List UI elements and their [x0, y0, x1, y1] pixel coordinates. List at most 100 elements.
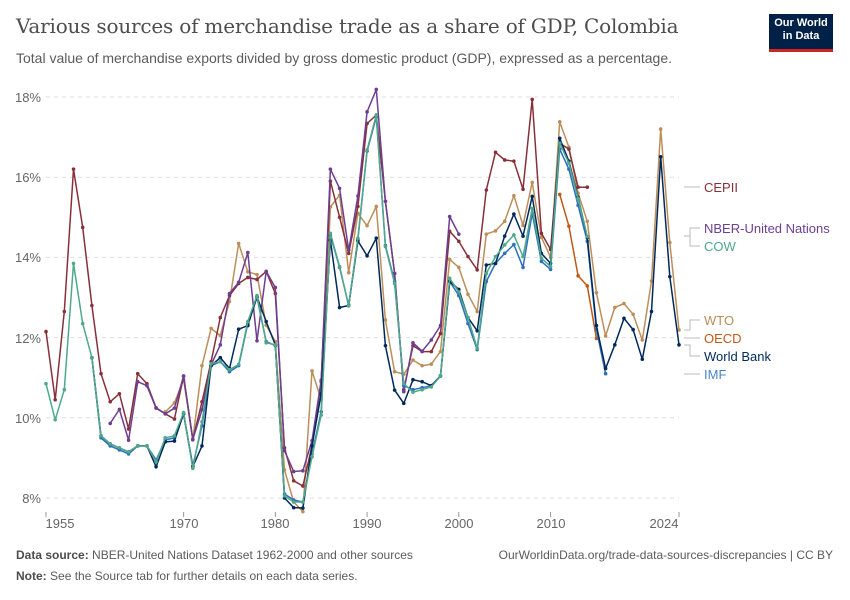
data-point-cepii[interactable] — [346, 251, 351, 256]
data-point-cow[interactable] — [172, 434, 177, 438]
data-point-nber-united-nations[interactable] — [255, 339, 259, 343]
data-point-wto[interactable] — [530, 180, 535, 185]
data-point-wto[interactable] — [374, 204, 379, 209]
data-point-cepii[interactable] — [585, 185, 590, 190]
data-point-wto[interactable] — [668, 240, 672, 245]
data-point-nber-united-nations[interactable] — [264, 269, 268, 274]
data-point-wto[interactable] — [392, 369, 397, 374]
data-point-world-bank[interactable] — [612, 343, 617, 347]
legend-cepii[interactable]: CEPII — [704, 180, 738, 195]
data-point-wto[interactable] — [411, 358, 415, 362]
data-point-cow[interactable] — [181, 410, 186, 415]
data-point-wto[interactable] — [677, 328, 681, 332]
data-point-cow[interactable] — [301, 500, 305, 504]
data-point-cepii[interactable] — [530, 97, 535, 102]
data-point-cepii[interactable] — [246, 275, 250, 280]
series-line-cow[interactable] — [45, 114, 589, 503]
legend-cow[interactable]: COW — [704, 239, 737, 254]
data-point-cow[interactable] — [200, 420, 204, 424]
data-point-cow[interactable] — [62, 387, 67, 392]
data-point-cow[interactable] — [420, 387, 424, 392]
data-point-cepii[interactable] — [429, 349, 434, 354]
data-point-world-bank[interactable] — [154, 464, 158, 469]
data-point-imf[interactable] — [539, 259, 544, 264]
data-point-nber-united-nations[interactable] — [108, 421, 113, 426]
data-point-wto[interactable] — [502, 219, 507, 224]
data-point-cow[interactable] — [227, 367, 232, 372]
series-line-wto[interactable] — [164, 121, 680, 513]
data-point-cepii[interactable] — [117, 391, 122, 396]
data-point-cepii[interactable] — [62, 309, 67, 314]
data-point-wto[interactable] — [420, 363, 424, 368]
data-point-cow[interactable] — [90, 355, 94, 360]
data-point-wto[interactable] — [649, 279, 654, 283]
data-point-nber-united-nations[interactable] — [117, 407, 122, 412]
data-point-wto[interactable] — [310, 369, 314, 373]
data-point-imf[interactable] — [603, 371, 608, 376]
data-point-nber-united-nations[interactable] — [291, 469, 296, 474]
data-point-wto[interactable] — [612, 305, 617, 310]
data-point-cepii[interactable] — [484, 188, 489, 192]
data-point-wto[interactable] — [631, 312, 635, 317]
owid-logo[interactable]: Our World in Data — [769, 14, 833, 52]
data-point-nber-united-nations[interactable] — [246, 250, 250, 255]
series-imf[interactable] — [90, 115, 608, 504]
data-point-cow[interactable] — [539, 256, 544, 261]
data-point-cepii[interactable] — [44, 329, 48, 334]
data-point-cow[interactable] — [447, 276, 452, 281]
data-point-cow[interactable] — [282, 494, 287, 498]
data-point-cepii[interactable] — [301, 484, 305, 488]
data-point-world-bank[interactable] — [365, 253, 369, 258]
data-point-nber-united-nations[interactable] — [190, 437, 195, 442]
data-point-cow[interactable] — [457, 290, 461, 294]
data-point-wto[interactable] — [447, 257, 452, 262]
data-point-cow[interactable] — [80, 321, 85, 326]
data-point-cow[interactable] — [567, 161, 571, 165]
data-point-wto[interactable] — [484, 232, 489, 236]
data-point-world-bank[interactable] — [530, 194, 535, 199]
data-point-world-bank[interactable] — [291, 505, 296, 510]
data-point-world-bank[interactable] — [200, 444, 204, 448]
data-point-wto[interactable] — [466, 292, 470, 297]
data-point-world-bank[interactable] — [218, 355, 223, 360]
data-point-nber-united-nations[interactable] — [135, 379, 140, 384]
data-point-wto[interactable] — [346, 270, 351, 275]
data-point-nber-united-nations[interactable] — [429, 338, 434, 342]
data-point-cow[interactable] — [291, 500, 296, 504]
data-point-wto[interactable] — [209, 326, 213, 331]
data-point-nber-united-nations[interactable] — [282, 448, 287, 453]
data-point-cepii[interactable] — [466, 254, 470, 259]
data-point-cepii[interactable] — [502, 158, 507, 162]
data-point-wto[interactable] — [539, 235, 544, 240]
data-point-world-bank[interactable] — [337, 305, 342, 310]
data-point-world-bank[interactable] — [631, 327, 635, 332]
data-point-world-bank[interactable] — [310, 444, 314, 448]
series-line-imf[interactable] — [91, 116, 607, 503]
data-point-wto[interactable] — [301, 509, 305, 514]
data-point-cepii[interactable] — [218, 315, 223, 320]
data-point-world-bank[interactable] — [484, 263, 489, 267]
data-point-cow[interactable] — [374, 113, 379, 117]
data-point-world-bank[interactable] — [603, 366, 608, 371]
data-point-cepii[interactable] — [337, 215, 342, 220]
legend-wto[interactable]: WTO — [704, 313, 734, 328]
data-point-cow[interactable] — [218, 359, 223, 364]
data-point-cow[interactable] — [346, 304, 351, 308]
data-point-nber-united-nations[interactable] — [401, 389, 406, 394]
data-point-cow[interactable] — [383, 244, 388, 249]
data-point-wto[interactable] — [622, 301, 626, 306]
data-point-wto[interactable] — [438, 349, 443, 354]
data-point-cepii[interactable] — [567, 147, 571, 151]
data-point-wto[interactable] — [585, 219, 590, 224]
data-point-nber-united-nations[interactable] — [346, 248, 351, 252]
data-point-nber-united-nations[interactable] — [411, 341, 415, 345]
data-point-cow[interactable] — [585, 234, 590, 239]
data-point-cow[interactable] — [401, 381, 406, 386]
data-point-world-bank[interactable] — [475, 328, 479, 333]
series-line-nber-united-nations[interactable] — [109, 88, 460, 473]
data-point-cow[interactable] — [484, 271, 489, 276]
data-point-nber-united-nations[interactable] — [236, 280, 241, 285]
data-point-cepii[interactable] — [53, 397, 57, 402]
data-point-oecd[interactable] — [567, 224, 571, 228]
data-point-world-bank[interactable] — [236, 327, 241, 331]
